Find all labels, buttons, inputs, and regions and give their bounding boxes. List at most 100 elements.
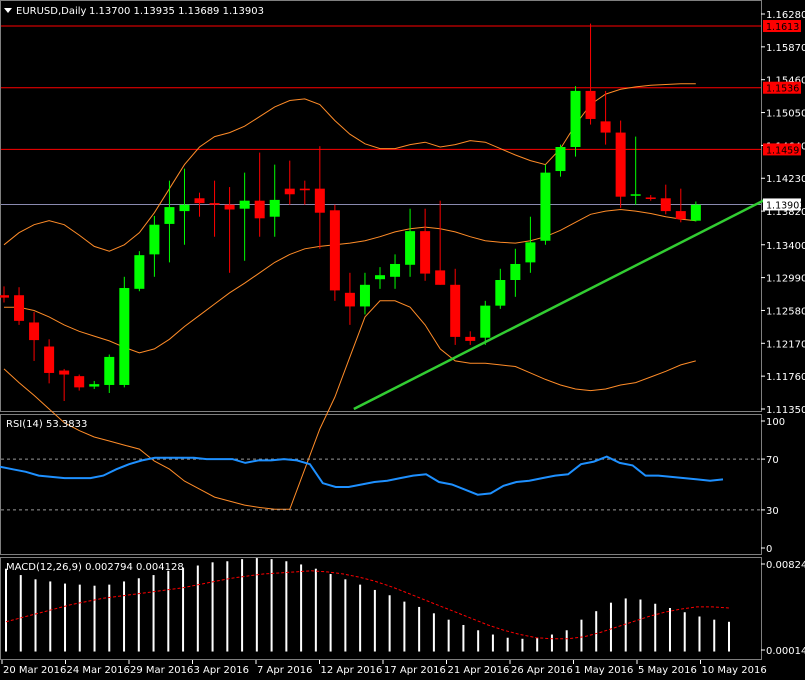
- macd-bar: [388, 595, 391, 652]
- symbol-label: EURUSD,Daily: [16, 6, 87, 17]
- macd-bar: [609, 602, 612, 652]
- candle: [254, 152, 265, 237]
- macd-bar: [728, 621, 730, 652]
- candle: [630, 136, 641, 205]
- price-tick-label: 1.12580: [766, 306, 805, 317]
- candle-body: [540, 172, 551, 241]
- date-tick-label: 17 Apr 2016: [384, 665, 446, 676]
- rsi-line: [0, 455, 724, 496]
- candle-body: [495, 280, 506, 306]
- level2-tag-text: 1.1536: [766, 84, 799, 95]
- candle-body: [359, 284, 370, 307]
- macd-bar: [241, 559, 244, 652]
- macd-bar: [19, 575, 22, 652]
- macd-bar: [344, 579, 347, 652]
- macd-bar: [418, 606, 421, 652]
- level1-tag-bg: [763, 20, 801, 33]
- candle: [89, 380, 100, 389]
- last-price-tag-text: 1.13903: [766, 200, 805, 211]
- candle: [540, 164, 551, 245]
- macd-bar: [373, 589, 376, 652]
- candle-body: [570, 90, 581, 148]
- macd-bar: [270, 559, 273, 652]
- candle: [600, 90, 611, 145]
- candle-body: [29, 322, 40, 341]
- candle: [14, 287, 25, 325]
- macd-bar: [491, 634, 494, 652]
- macd-bar: [477, 630, 480, 652]
- candle-body: [239, 200, 250, 209]
- candle: [104, 354, 115, 393]
- price-tick-label: 1.12990: [766, 274, 805, 285]
- candle: [495, 268, 506, 309]
- macd-bar: [108, 584, 111, 652]
- macd-tick-label: 0.000144: [766, 646, 805, 657]
- candle: [510, 248, 521, 297]
- candle: [450, 268, 461, 345]
- level3-tag-text: 1.1459: [766, 145, 799, 156]
- candle-body: [194, 198, 205, 204]
- macd-bar: [595, 611, 598, 652]
- support-trendline[interactable]: [353, 199, 765, 411]
- candle-body: [690, 204, 701, 221]
- candle: [74, 374, 85, 391]
- candle: [615, 120, 626, 208]
- candle-body: [209, 203, 220, 205]
- macd-bar: [447, 619, 450, 652]
- candle: [344, 272, 355, 325]
- candle-body: [555, 147, 566, 172]
- candlesticks: [0, 23, 701, 401]
- candle-body: [149, 224, 160, 255]
- candle-body: [74, 376, 85, 388]
- macd-bar: [211, 562, 214, 652]
- candle: [59, 368, 70, 401]
- candle-body: [14, 295, 25, 321]
- level2-tag-bg: [763, 81, 801, 94]
- candle-body: [600, 121, 611, 133]
- macd-bar: [137, 578, 140, 652]
- chart-menu-triangle-icon[interactable]: [4, 8, 12, 13]
- candle: [420, 208, 431, 281]
- date-tick-label: 7 Apr 2016: [257, 665, 312, 676]
- candle-body: [89, 384, 100, 387]
- level-lines: [1, 25, 761, 205]
- date-tick-label: 26 Apr 2016: [511, 665, 573, 676]
- price-tags: 1.1613 1.1536 1.1459 1.13903: [763, 20, 805, 211]
- candle: [314, 146, 325, 249]
- candle-body: [525, 242, 536, 263]
- date-tick-label: 3 Apr 2016: [194, 665, 249, 676]
- candle: [224, 187, 235, 273]
- macd-bar: [152, 575, 155, 652]
- candle: [405, 208, 416, 277]
- trendline[interactable]: [353, 199, 765, 411]
- macd-bar: [255, 558, 258, 652]
- macd-bar: [521, 638, 524, 652]
- bollinger-lower-band: [3, 300, 696, 510]
- candle: [390, 254, 401, 289]
- price-tick-label: 1.16280: [766, 10, 805, 21]
- candle-body: [224, 204, 235, 210]
- bollinger-upper-band: [3, 83, 696, 252]
- macd-bar: [78, 584, 81, 652]
- candle: [480, 300, 491, 345]
- candle-body: [435, 270, 446, 285]
- candle-body: [59, 370, 70, 375]
- candle-body: [450, 284, 461, 337]
- macd-signal-line: [5, 570, 730, 640]
- candle: [44, 339, 55, 384]
- rsi-axis: 100 70 30 0: [761, 417, 785, 555]
- macd-tick-label: 0.008243: [766, 560, 805, 571]
- candle-body: [660, 198, 671, 212]
- candle: [209, 180, 220, 237]
- macd-bar: [683, 612, 686, 652]
- candle: [555, 144, 566, 177]
- candle: [690, 201, 701, 222]
- date-tick-label: 12 Apr 2016: [321, 665, 383, 676]
- candle-body: [645, 197, 656, 199]
- macd-bar: [285, 561, 288, 652]
- candle: [239, 172, 250, 261]
- price-tick-label: 1.13820: [766, 207, 805, 218]
- rsi-levels: [1, 458, 761, 511]
- macd-bar: [654, 603, 657, 652]
